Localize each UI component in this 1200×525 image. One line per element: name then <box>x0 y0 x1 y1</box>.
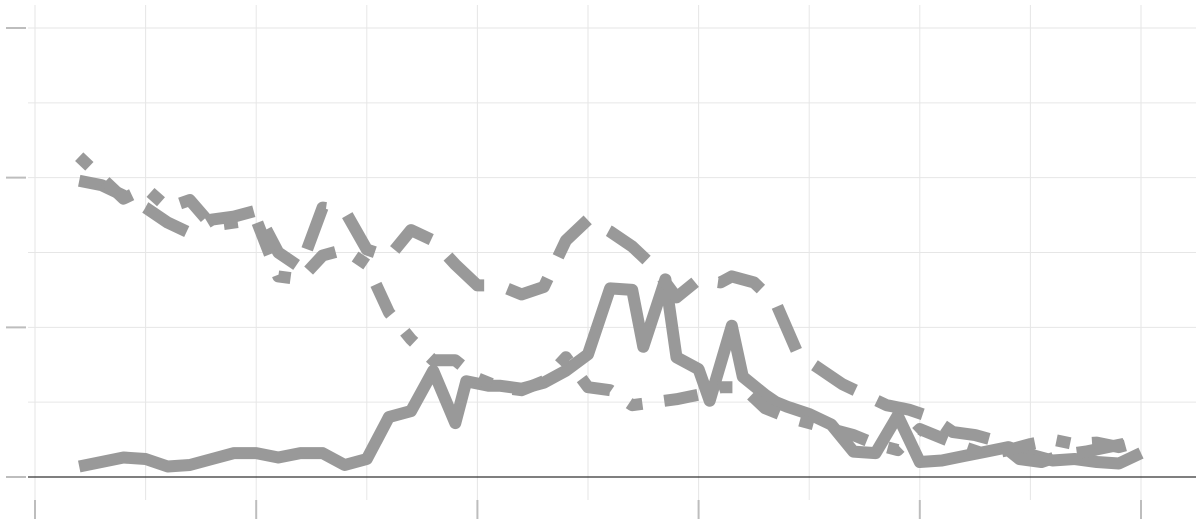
series-line-2 <box>78 174 1143 468</box>
series-line-1 <box>78 273 1144 473</box>
series-lines <box>75 152 1144 473</box>
axis-ticks <box>6 27 1196 519</box>
series-line-3 <box>75 152 1143 461</box>
grid-lines <box>28 5 1196 500</box>
